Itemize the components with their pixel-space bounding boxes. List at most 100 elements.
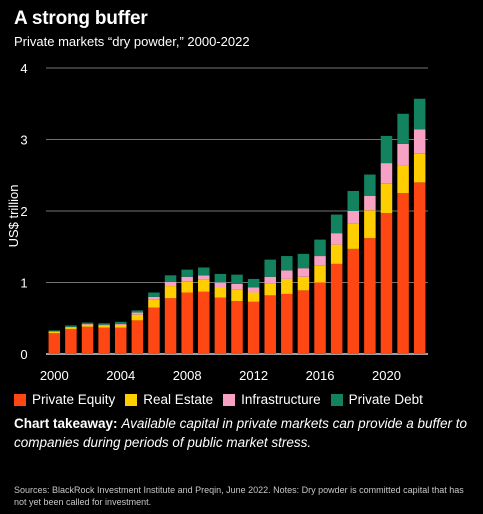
bar-segment-private-equity bbox=[98, 327, 110, 354]
bar-segment-private-equity bbox=[81, 326, 94, 354]
chart-subtitle: Private markets “dry powder,” 2000-2022 bbox=[14, 34, 250, 49]
bar-segment-private-debt bbox=[247, 278, 260, 288]
bar-segment-private-equity bbox=[131, 320, 144, 354]
bar-segment-infrastructure bbox=[65, 326, 77, 328]
bar-segment-infrastructure bbox=[198, 275, 210, 280]
bar-segment-private-debt bbox=[48, 330, 61, 332]
bar-segment-private-equity bbox=[264, 295, 276, 354]
bar-segment-real-estate bbox=[65, 327, 77, 329]
bar-segment-infrastructure bbox=[264, 276, 276, 284]
bar-segment-private-equity bbox=[364, 238, 376, 354]
bar-segment-private-debt bbox=[114, 321, 127, 324]
chart-legend: Private Equity Real Estate Infrastructure P… bbox=[14, 392, 433, 407]
bar-stacks bbox=[48, 98, 426, 354]
bar-segment-real-estate bbox=[114, 324, 127, 328]
y-tick-label: 3 bbox=[20, 133, 27, 148]
bar-segment-private-equity bbox=[413, 182, 426, 354]
bar-segment-real-estate bbox=[330, 244, 343, 264]
bar-segment-private-debt bbox=[131, 310, 144, 313]
y-tick-label: 1 bbox=[20, 276, 27, 291]
bar-segment-private-equity bbox=[297, 290, 310, 354]
bar-segment-infrastructure bbox=[397, 143, 409, 166]
chart-title: A strong buffer bbox=[14, 8, 148, 29]
bar-segment-infrastructure bbox=[148, 296, 160, 300]
legend-swatch bbox=[223, 393, 236, 406]
legend-label: Infrastructure bbox=[241, 392, 321, 407]
bar-segment-private-debt bbox=[314, 239, 326, 257]
bar-segment-infrastructure bbox=[247, 287, 260, 293]
takeaway-text: Available capital in private markets can… bbox=[14, 416, 467, 450]
bar-segment-private-debt bbox=[148, 292, 160, 297]
legend-label: Real Estate bbox=[143, 392, 214, 407]
y-tick-label: 2 bbox=[20, 204, 27, 219]
legend-label: Private Debt bbox=[348, 392, 423, 407]
x-axis-ticks: 2000 2004 2008 2012 2016 2020 bbox=[40, 368, 401, 383]
bar-segment-real-estate bbox=[231, 289, 243, 302]
chart-takeaway: Chart takeaway: Available capital in pri… bbox=[14, 414, 469, 452]
stacked-bar-chart: 0 1 2 3 4 2000 2004 2008 2012 2016 2020 US$ trill… bbox=[6, 61, 428, 383]
bar-segment-private-equity bbox=[281, 293, 293, 354]
bar-segment-real-estate bbox=[98, 325, 110, 328]
bar-segment-real-estate bbox=[281, 278, 293, 294]
bar-segment-infrastructure bbox=[81, 323, 94, 325]
bar-segment-infrastructure bbox=[131, 312, 144, 315]
y-tick-label: 0 bbox=[20, 347, 27, 362]
bar-segment-private-debt bbox=[347, 190, 360, 211]
bar-segment-private-debt bbox=[281, 256, 293, 271]
bar-segment-real-estate bbox=[264, 283, 276, 296]
bar-segment-real-estate bbox=[214, 287, 227, 298]
bar-segment-real-estate bbox=[198, 279, 210, 292]
sources-note: Sources: BlackRock Investment Institute … bbox=[14, 485, 464, 507]
bar-segment-real-estate bbox=[164, 286, 177, 299]
x-tick-label: 2016 bbox=[306, 368, 335, 383]
bar-segment-private-equity bbox=[198, 291, 210, 354]
bar-segment-private-debt bbox=[81, 322, 94, 324]
bar-segment-infrastructure bbox=[231, 283, 243, 290]
bar-segment-private-debt bbox=[297, 253, 310, 269]
bar-segment-private-equity bbox=[214, 297, 227, 354]
bar-segment-real-estate bbox=[131, 314, 144, 321]
legend-label: Private Equity bbox=[32, 392, 116, 407]
bar-segment-private-debt bbox=[98, 323, 110, 325]
bar-segment-private-debt bbox=[264, 259, 276, 277]
bar-segment-private-equity bbox=[231, 301, 243, 354]
bar-segment-real-estate bbox=[380, 183, 393, 214]
bar-segment-real-estate bbox=[247, 292, 260, 302]
bar-segment-real-estate bbox=[48, 331, 61, 334]
bar-segment-private-equity bbox=[148, 307, 160, 354]
x-tick-label: 2000 bbox=[40, 368, 69, 383]
x-tick-label: 2012 bbox=[239, 368, 268, 383]
legend-swatch bbox=[125, 393, 138, 406]
y-tick-label: 4 bbox=[20, 61, 27, 76]
bar-segment-real-estate bbox=[347, 223, 360, 249]
bar-segment-infrastructure bbox=[314, 256, 326, 266]
bar-segment-private-equity bbox=[48, 333, 61, 354]
bar-segment-private-equity bbox=[164, 298, 177, 354]
bar-segment-infrastructure bbox=[114, 323, 127, 325]
bar-segment-private-equity bbox=[380, 213, 393, 354]
bar-segment-infrastructure bbox=[48, 331, 61, 332]
bar-segment-infrastructure bbox=[181, 276, 193, 282]
bar-segment-private-equity bbox=[314, 282, 326, 354]
bar-segment-real-estate bbox=[413, 153, 426, 183]
bar-segment-real-estate bbox=[397, 165, 409, 194]
legend-item: Private Debt bbox=[330, 392, 423, 407]
bar-segment-private-debt bbox=[364, 174, 376, 196]
bar-segment-private-debt bbox=[330, 214, 343, 234]
legend-swatch bbox=[330, 393, 343, 406]
bar-segment-infrastructure bbox=[330, 233, 343, 245]
bar-segment-infrastructure bbox=[281, 270, 293, 279]
bar-segment-private-equity bbox=[65, 328, 77, 354]
bar-segment-real-estate bbox=[314, 265, 326, 283]
bar-segment-private-equity bbox=[114, 327, 127, 354]
legend-item: Real Estate bbox=[125, 392, 213, 407]
bar-segment-infrastructure bbox=[297, 268, 310, 277]
y-axis-label: US$ trillion bbox=[6, 185, 21, 248]
legend-item: Private Equity bbox=[14, 392, 115, 407]
bar-segment-real-estate bbox=[181, 281, 193, 293]
y-axis-ticks: 0 1 2 3 4 bbox=[20, 61, 27, 362]
x-tick-label: 2020 bbox=[372, 368, 401, 383]
bar-segment-infrastructure bbox=[413, 129, 426, 154]
x-tick-label: 2004 bbox=[106, 368, 135, 383]
bar-segment-real-estate bbox=[364, 210, 376, 239]
